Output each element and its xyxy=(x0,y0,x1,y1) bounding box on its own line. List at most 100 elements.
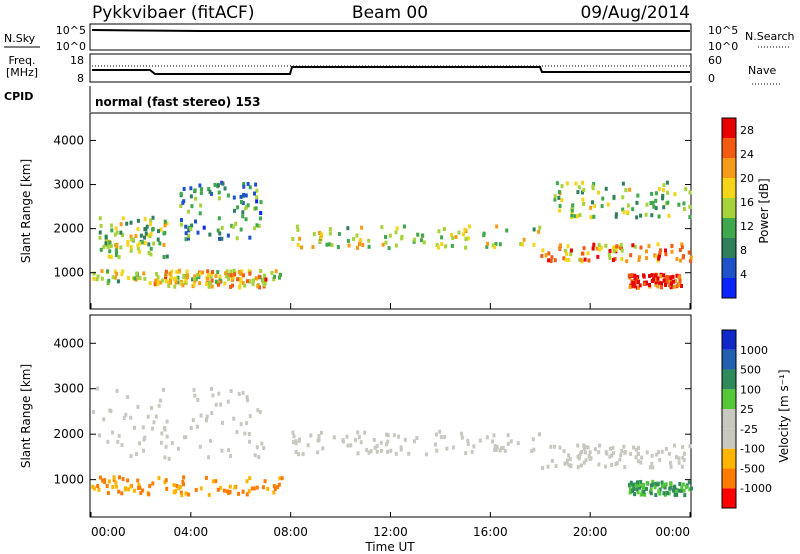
heatmap-cell xyxy=(558,208,562,213)
heatmap-cell xyxy=(582,188,586,193)
heatmap-cell xyxy=(97,433,101,438)
power-colorbar-tick: 4 xyxy=(740,268,747,281)
heatmap-cell xyxy=(632,281,636,286)
heatmap-cell xyxy=(642,489,646,494)
heatmap-cell xyxy=(633,273,637,278)
heatmap-cell xyxy=(665,491,669,496)
heatmap-cell xyxy=(149,246,153,251)
heatmap-cell xyxy=(139,233,143,238)
heatmap-cell xyxy=(235,430,239,435)
power-colorbar-label: Power [dB] xyxy=(757,178,771,243)
heatmap-cell xyxy=(92,271,96,276)
heatmap-cell xyxy=(167,283,171,288)
heatmap-cell xyxy=(669,279,673,284)
power-colorbar-swatch xyxy=(722,178,736,198)
heatmap-cell xyxy=(673,279,677,284)
heatmap-cell xyxy=(560,198,564,203)
heatmap-cell xyxy=(121,216,125,221)
heatmap-cell xyxy=(640,455,644,460)
heatmap-cell xyxy=(372,437,376,442)
heatmap-cell xyxy=(668,486,672,491)
heatmap-cell xyxy=(129,220,133,225)
heatmap-cell xyxy=(144,231,148,236)
heatmap-cell xyxy=(597,190,601,195)
heatmap-cell xyxy=(232,268,236,273)
freq-left-tick-top: 18 xyxy=(70,54,84,67)
heatmap-cell xyxy=(204,281,208,286)
heatmap-cell xyxy=(598,247,602,252)
heatmap-cell xyxy=(412,439,416,444)
heatmap-cell xyxy=(565,251,569,256)
heatmap-cell xyxy=(670,243,674,248)
heatmap-cell xyxy=(189,186,193,191)
heatmap-cell xyxy=(403,437,407,442)
heatmap-cell xyxy=(642,274,646,279)
heatmap-cell xyxy=(245,492,249,497)
heatmap-cell xyxy=(522,237,526,242)
heatmap-cell xyxy=(132,488,136,493)
heatmap-cell xyxy=(337,231,341,236)
heatmap-cell xyxy=(562,256,566,261)
heatmap-cell xyxy=(237,491,241,496)
heatmap-cell xyxy=(567,453,571,458)
heatmap-cell xyxy=(184,237,188,242)
power-colorbar-tick: 24 xyxy=(740,148,754,161)
heatmap-cell xyxy=(681,482,685,487)
velocity-colorbar-swatch xyxy=(722,428,736,449)
heatmap-cell xyxy=(217,216,221,221)
heatmap-cell xyxy=(254,206,258,211)
velocity-colorbar-swatch xyxy=(722,389,736,410)
heatmap-cell xyxy=(651,482,655,487)
heatmap-cell xyxy=(565,460,569,465)
velocity-colorbar-tick: 100 xyxy=(740,383,761,396)
heatmap-cell xyxy=(247,439,251,444)
heatmap-cell xyxy=(346,226,350,231)
x-axis-label: Time UT xyxy=(364,540,415,554)
heatmap-cell xyxy=(549,258,553,263)
heatmap-cell xyxy=(618,457,622,462)
heatmap-cell xyxy=(159,398,163,403)
heatmap-cell xyxy=(464,236,468,241)
heatmap-cell xyxy=(309,433,313,438)
heatmap-cell xyxy=(150,426,154,431)
heatmap-cell xyxy=(392,433,396,438)
heatmap-cell xyxy=(654,282,658,287)
heatmap-cell xyxy=(216,183,220,188)
heatmap-cell xyxy=(208,281,212,286)
heatmap-cell xyxy=(255,188,259,193)
heatmap-cell xyxy=(115,230,119,235)
heatmap-cell xyxy=(243,283,247,288)
heatmap-cell xyxy=(633,244,637,249)
cpid-label: CPID xyxy=(4,90,33,103)
heatmap-cell xyxy=(550,458,554,463)
heatmap-cell xyxy=(177,486,181,491)
heatmap-cell xyxy=(531,437,535,442)
heatmap-cell xyxy=(211,393,215,398)
heatmap-cell xyxy=(156,275,160,280)
heatmap-cell xyxy=(127,487,131,492)
heatmap-cell xyxy=(589,205,593,210)
heatmap-cell xyxy=(113,269,117,274)
heatmap-cell xyxy=(629,452,633,457)
heatmap-cell xyxy=(273,487,277,492)
heatmap-cell xyxy=(229,284,233,289)
heatmap-cell xyxy=(226,193,230,198)
heatmap-cell xyxy=(682,207,686,212)
heatmap-cell xyxy=(176,280,180,285)
heatmap-cell xyxy=(296,227,300,232)
heatmap-cell xyxy=(147,242,151,247)
heatmap-cell xyxy=(532,227,536,232)
heatmap-cell xyxy=(645,202,649,207)
heatmap-cell xyxy=(388,233,392,238)
heatmap-cell xyxy=(558,203,562,208)
power-colorbar-swatch xyxy=(722,158,736,178)
heatmap-cell xyxy=(564,248,568,253)
heatmap-cell xyxy=(257,223,261,228)
heatmap-cell xyxy=(98,235,102,240)
heatmap-cell xyxy=(651,465,655,470)
heatmap-cell xyxy=(451,445,455,450)
heatmap-cell xyxy=(185,275,189,280)
x-tick-label: 00:00 xyxy=(655,525,690,539)
heatmap-cell xyxy=(688,190,692,195)
heatmap-cell xyxy=(654,493,658,498)
